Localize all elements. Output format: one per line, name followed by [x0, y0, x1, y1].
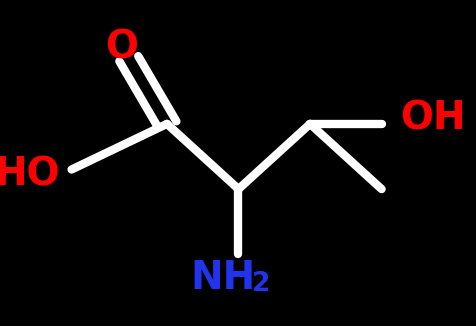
Text: HO: HO	[0, 156, 60, 193]
Text: 2: 2	[252, 271, 270, 297]
Text: NH: NH	[190, 259, 255, 297]
Text: OH: OH	[399, 100, 465, 138]
Text: O: O	[105, 28, 138, 66]
